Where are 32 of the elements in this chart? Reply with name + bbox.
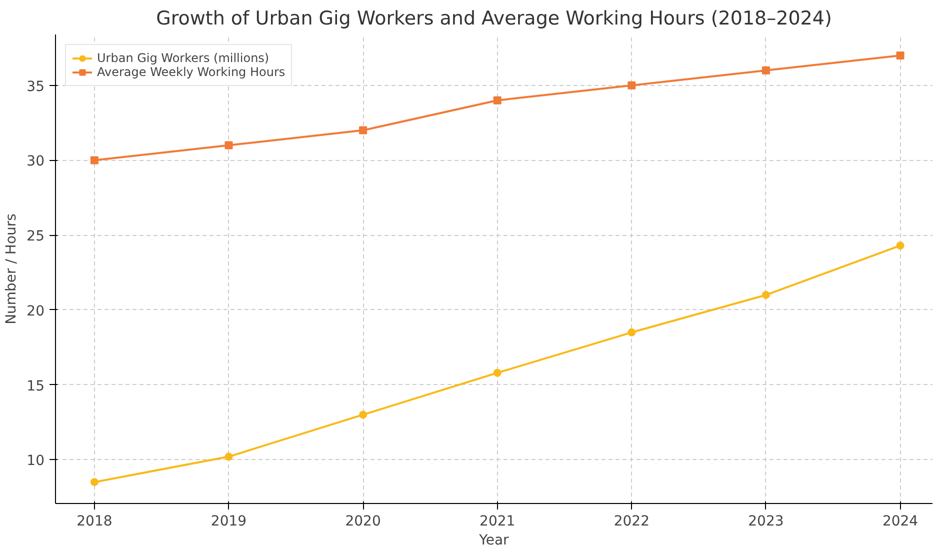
x-tick-label: 2021 — [480, 514, 516, 530]
x-tick-label: 2024 — [882, 514, 918, 530]
point — [762, 66, 770, 74]
x-tick-label: 2023 — [748, 514, 784, 530]
y-tick-label: 30 — [26, 154, 45, 170]
point — [224, 452, 233, 461]
point — [896, 242, 904, 250]
point — [359, 410, 368, 419]
y-tick-label: 25 — [26, 228, 45, 245]
y-axis-title: Number / Hours — [4, 214, 20, 324]
point — [493, 96, 502, 104]
point — [896, 51, 904, 60]
x-tick-label: 2019 — [210, 514, 247, 530]
point — [628, 81, 636, 90]
x-axis-title: Year — [478, 532, 510, 548]
legend-label: Average Weekly Working Hours — [97, 65, 286, 79]
point — [628, 328, 636, 336]
y-tick-label: 10 — [26, 453, 45, 470]
legend-label: Urban Gig Workers (millions) — [97, 51, 270, 65]
point — [90, 156, 98, 164]
point — [90, 478, 98, 486]
point — [224, 141, 233, 150]
x-tick-label: 2020 — [345, 514, 381, 530]
x-tick-label: 2022 — [614, 514, 650, 530]
y-tick-label: 35 — [26, 78, 45, 95]
y-tick-label: 15 — [26, 378, 45, 394]
x-tick-label: 2018 — [76, 514, 112, 530]
y-tick-label: 20 — [26, 303, 45, 320]
point — [359, 126, 368, 134]
chart-title: Growth of Urban Gig Workers and Average Working Hours (2018–2024) — [156, 8, 832, 30]
point — [493, 368, 502, 377]
point — [762, 290, 770, 299]
